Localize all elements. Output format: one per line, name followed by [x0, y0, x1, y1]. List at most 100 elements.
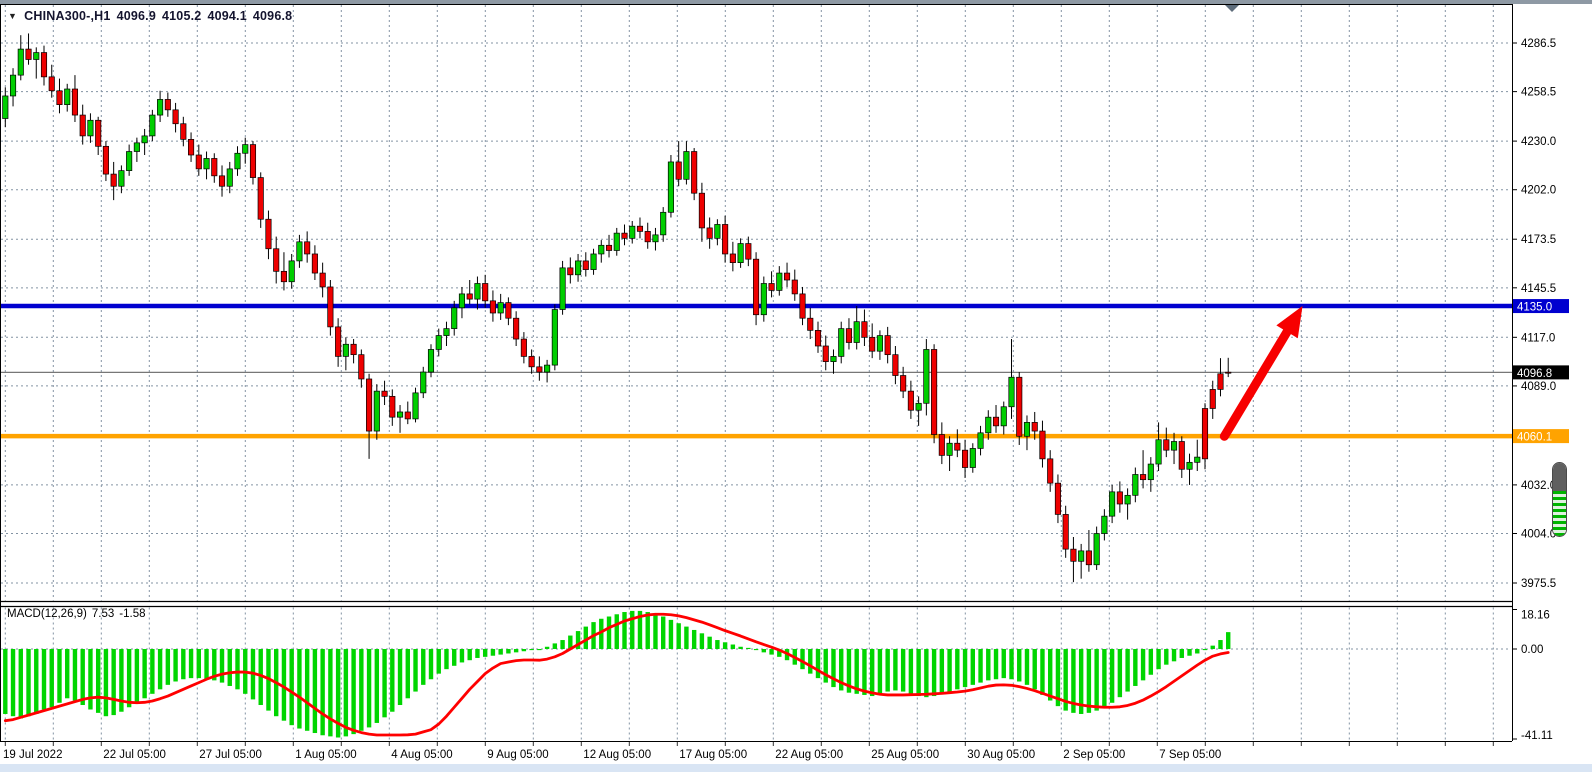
candle-body — [56, 90, 63, 105]
macd-histogram-bar — [869, 649, 875, 697]
candle-body — [667, 161, 674, 213]
candle-body — [412, 392, 419, 420]
macd-histogram-bar — [1071, 649, 1076, 713]
candle-body — [466, 293, 473, 300]
arrow-annotation[interactable] — [1219, 306, 1303, 441]
candle-body — [869, 336, 876, 352]
macd-histogram-bar — [196, 649, 201, 679]
candle-body — [157, 99, 164, 116]
scrollbar-thumb-widget[interactable] — [1552, 462, 1567, 537]
candle-body — [257, 177, 264, 220]
candle-body — [884, 335, 891, 356]
price-axis-label: 4258.5 — [1521, 87, 1556, 99]
candle-body — [660, 211, 667, 236]
macd-histogram-bar — [34, 649, 39, 714]
macd-histogram-bar — [258, 649, 263, 706]
macd-histogram-bar — [583, 626, 588, 649]
macd-histogram-bar — [490, 649, 496, 656]
candle-body — [791, 279, 798, 295]
macd-histogram-bar — [173, 649, 178, 682]
candle-body — [652, 234, 659, 243]
candle-body — [1225, 371, 1232, 374]
candle-body — [319, 272, 326, 288]
candle-body — [1155, 439, 1162, 465]
candle-body — [536, 366, 543, 373]
chart-dropdown-icon[interactable]: ▼ — [8, 11, 18, 21]
macd-histogram-bar — [1009, 649, 1014, 680]
macd-histogram-bar — [1102, 649, 1107, 708]
macd-histogram-bar — [885, 649, 890, 692]
candle-body — [644, 231, 651, 243]
candle-body — [1170, 441, 1178, 451]
macd-histogram-bar — [947, 649, 952, 692]
candle-body — [1062, 514, 1069, 550]
macd-histogram-bar — [746, 647, 751, 649]
candle-body — [95, 119, 102, 147]
candle-body — [907, 390, 914, 411]
candle-body — [969, 448, 976, 468]
arrow-head-icon — [1276, 306, 1303, 339]
candle-body — [575, 260, 582, 276]
macd-histogram-bar — [986, 649, 991, 681]
candle-body — [304, 241, 311, 255]
candle-body — [211, 158, 218, 177]
macd-histogram-bar — [970, 649, 975, 685]
candle-body — [489, 300, 496, 314]
time-axis-label: 4 Aug 05:00 — [391, 749, 452, 761]
macd-histogram-bar — [374, 649, 380, 723]
macd-histogram-bar — [1218, 640, 1223, 649]
macd-histogram-bar — [382, 649, 387, 718]
macd-histogram-bar — [862, 649, 867, 695]
shift-triangle-icon — [1225, 5, 1239, 12]
candle-body — [1000, 406, 1007, 427]
candle-body — [1140, 474, 1147, 481]
candle-body — [931, 349, 938, 435]
macd-histogram-bar — [1133, 649, 1138, 686]
candle-body — [946, 442, 953, 456]
candle-body — [358, 354, 365, 380]
scrollbar-stripes-icon — [1553, 491, 1566, 536]
macd-histogram-bar — [482, 649, 488, 657]
macd-histogram-bar — [521, 649, 527, 652]
macd-histogram-bar — [119, 649, 124, 712]
price-level-badge-label: 4096.8 — [1517, 368, 1552, 380]
candle-body — [25, 48, 32, 60]
macd-histogram-bar — [916, 649, 921, 697]
macd-histogram-bar — [219, 649, 225, 683]
macd-histogram-bar — [699, 633, 705, 649]
candle-body — [2, 95, 9, 119]
candle-body — [505, 302, 512, 319]
time-axis-label: 9 Aug 05:00 — [487, 749, 548, 761]
time-axis[interactable]: 19 Jul 2022 22 Jul 05:00 27 Jul 05:00 1 Aug… — [3, 742, 1494, 761]
macd-histogram-bar — [204, 649, 209, 680]
macd-signal-line — [3, 612, 1230, 737]
macd-histogram-bar — [1226, 632, 1231, 649]
macd-histogram-bar — [157, 649, 163, 690]
macd-histogram-bar — [421, 649, 426, 685]
candle-body — [188, 139, 195, 156]
candle-body — [102, 145, 109, 175]
macd-histogram-bar — [343, 649, 349, 737]
candle-body — [582, 260, 589, 270]
chart-shift-marker[interactable] — [1225, 5, 1239, 12]
macd-histogram-bar — [831, 649, 836, 688]
candle-body — [273, 248, 280, 272]
candle-body — [1178, 441, 1185, 470]
macd-histogram-bar — [1171, 649, 1177, 662]
time-axis-label: 19 Jul 2022 — [3, 749, 62, 761]
macd-histogram-bar — [761, 649, 767, 653]
candle-body — [280, 270, 287, 283]
scrollbar-grip[interactable] — [1553, 463, 1566, 491]
price-axis[interactable]: 4286.5 4258.5 4230.0 4202.0 4173.5 4145.5 4117… — [1512, 38, 1569, 742]
macd-histogram-bar — [993, 649, 999, 680]
price-level-badge-label: 4060.1 — [1517, 432, 1552, 444]
macd-axis-label: 18.16 — [1521, 610, 1550, 622]
macd-histogram-bar — [405, 649, 410, 699]
time-axis-label: 25 Aug 05:00 — [871, 749, 939, 761]
candle-body — [814, 330, 822, 347]
candle-body — [79, 114, 86, 137]
macd-histogram-bar — [459, 649, 465, 663]
macd-histogram-bar — [537, 649, 542, 651]
window-top-strip — [0, 0, 1592, 4]
candle-body — [296, 241, 303, 262]
